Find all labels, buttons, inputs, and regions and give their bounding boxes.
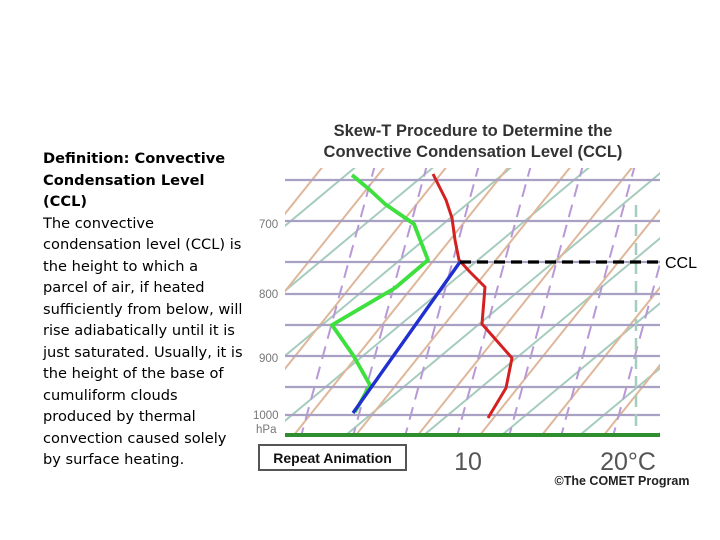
isotherm-line xyxy=(499,302,660,436)
temp-label-20: 20°C xyxy=(600,448,656,476)
dewpoint-profile xyxy=(330,173,430,413)
pressure-label-800: 800 xyxy=(259,289,278,301)
isotherm-line xyxy=(0,165,46,440)
pressure-label-700: 700 xyxy=(259,219,278,231)
mixing-ratio-line xyxy=(612,260,660,436)
isotherm-line xyxy=(285,168,512,358)
dry-adiabat-line xyxy=(353,168,571,436)
definition-text: Definition: Convective Condensation Leve… xyxy=(43,148,243,471)
dry-adiabat-line xyxy=(539,285,660,436)
ccl-label: CCL xyxy=(665,255,697,272)
pressure-unit: hPa xyxy=(256,424,277,436)
repeat-animation-label: Repeat Animation xyxy=(273,450,392,466)
mixing-ratio-line xyxy=(404,168,480,436)
isotherm-line xyxy=(0,165,280,440)
dry-adiabat-line xyxy=(285,168,447,371)
dry-adiabat-line xyxy=(0,165,138,440)
mixing-ratio-line xyxy=(664,165,720,440)
mixing-ratio-line xyxy=(300,168,376,436)
isotherm-line xyxy=(285,168,356,228)
isotherm-line xyxy=(577,367,660,436)
isobar-lines xyxy=(285,178,660,417)
parcel-path xyxy=(351,261,462,414)
temperature-profile xyxy=(431,173,514,419)
isotherm-lines xyxy=(0,165,660,440)
dry-adiabat-line xyxy=(42,165,262,440)
mixing-ratio-line xyxy=(716,165,720,440)
dry-adiabat-line xyxy=(285,168,385,293)
pressure-label-1000: 1000 xyxy=(253,410,279,422)
mixing-ratio-line xyxy=(456,168,532,436)
mixing-ratio-line xyxy=(560,168,636,436)
dry-adiabat-lines xyxy=(0,165,720,440)
dry-adiabat-line xyxy=(291,168,509,436)
comet-credit: ©The COMET Program xyxy=(555,474,690,488)
definition-title: Definition: Convective Condensation Leve… xyxy=(43,150,226,210)
dry-adiabat-line xyxy=(0,165,200,440)
isotherm-line xyxy=(421,237,660,436)
isotherm-line xyxy=(0,165,124,440)
isotherm-line xyxy=(343,172,660,436)
dry-adiabat-line xyxy=(285,168,323,216)
dry-adiabat-line xyxy=(415,168,633,436)
diagram-title-line2: Convective Condensation Level (CCL) xyxy=(324,143,623,161)
definition-body: The convective condensation level (CCL) … xyxy=(43,214,243,469)
temp-label-10: 10 xyxy=(454,448,482,476)
dry-adiabat-line xyxy=(662,165,720,440)
repeat-animation-button[interactable]: Repeat Animation xyxy=(258,444,407,471)
isotherm-line xyxy=(285,168,434,293)
isotherm-line xyxy=(655,432,660,436)
mixing-ratio-line xyxy=(508,168,584,436)
diagram-title-line1: Skew-T Procedure to Determine the xyxy=(334,122,613,140)
isotherm-line xyxy=(285,168,590,423)
dry-adiabat-line xyxy=(477,208,660,436)
isotherm-line xyxy=(0,165,202,440)
pressure-label-900: 900 xyxy=(259,353,278,365)
dry-adiabat-line xyxy=(601,363,660,436)
